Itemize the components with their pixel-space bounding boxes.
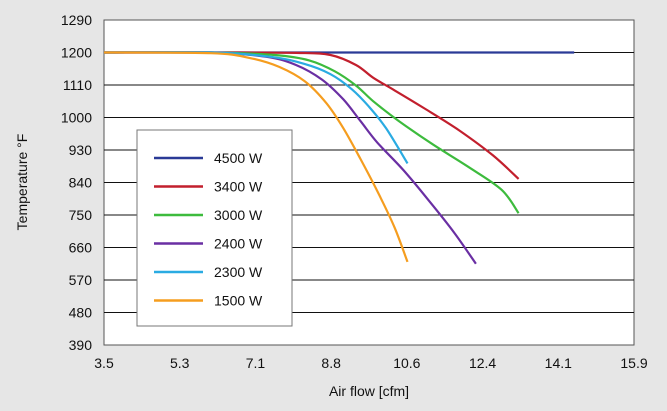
series-lines xyxy=(103,51,575,265)
y-tick-label: 570 xyxy=(69,272,93,288)
legend: 4500 W 3400 W 3000 W 2400 W 2300 W 1500 W xyxy=(136,129,293,327)
y-axis-label: Temperature °F xyxy=(14,134,30,231)
x-tick-label: 12.4 xyxy=(469,355,496,371)
legend-label: 3400 W xyxy=(214,179,263,195)
x-tick-label: 14.1 xyxy=(545,355,572,371)
y-tick-label: 1000 xyxy=(61,110,92,126)
y-tick-label: 840 xyxy=(69,175,93,191)
x-tick-label: 8.8 xyxy=(321,355,341,371)
y-tick-label: 480 xyxy=(69,305,93,321)
series-line-1500-w xyxy=(103,51,409,263)
legend-label: 1500 W xyxy=(214,293,263,309)
x-tick-label: 3.5 xyxy=(94,355,114,371)
x-tick-labels: 3.5 5.3 7.1 8.8 10.6 12.4 14.1 15.9 xyxy=(94,355,648,371)
legend-label: 2300 W xyxy=(214,264,263,280)
legend-label: 2400 W xyxy=(214,236,263,252)
y-tick-label: 1110 xyxy=(63,77,92,93)
x-tick-label: 7.1 xyxy=(246,355,266,371)
y-tick-label: 1200 xyxy=(61,45,92,61)
y-tick-labels: 1290 1200 1110 1000 930 840 750 660 570 480 390 xyxy=(61,12,92,353)
legend-items: 4500 W 3400 W 3000 W 2400 W 2300 W 1500 W xyxy=(154,150,263,309)
x-tick-label: 10.6 xyxy=(393,355,420,371)
series-line-3000-w xyxy=(103,51,520,214)
legend-label: 3000 W xyxy=(214,207,263,223)
y-tick-label: 390 xyxy=(69,337,93,353)
y-tick-label: 660 xyxy=(69,240,93,256)
y-tick-label: 930 xyxy=(69,142,93,158)
x-tick-label: 5.3 xyxy=(170,355,190,371)
legend-box xyxy=(136,129,293,327)
x-axis-label: Air flow [cfm] xyxy=(329,383,409,399)
x-tick-label: 15.9 xyxy=(620,355,647,371)
y-tick-label: 750 xyxy=(69,207,93,223)
legend-label: 4500 W xyxy=(214,150,263,166)
y-tick-label: 1290 xyxy=(61,12,92,28)
